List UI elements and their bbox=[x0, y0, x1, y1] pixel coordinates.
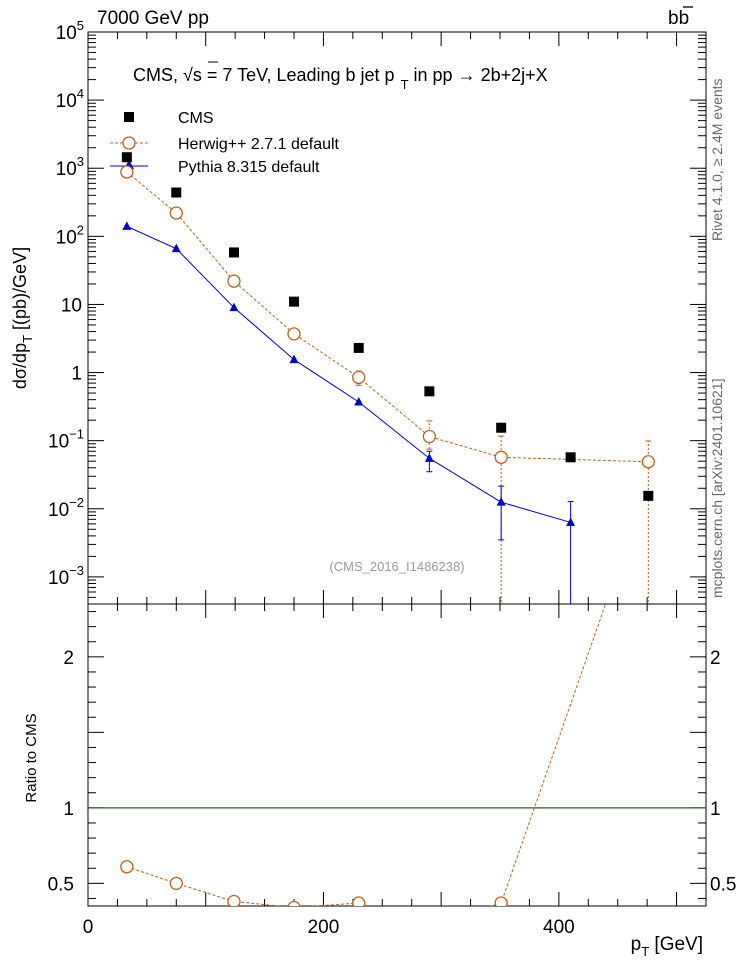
herwig-point bbox=[227, 274, 241, 288]
herwig-ratio-line bbox=[126, 604, 607, 906]
cms-point bbox=[228, 247, 239, 258]
main-y-axis-label: dσ/dpT [(pb)/GeV] bbox=[10, 247, 35, 389]
main-y-tick-label: 10−2 bbox=[48, 495, 84, 521]
header-left-label: 7000 GeV pp bbox=[97, 8, 209, 29]
pythia-point bbox=[566, 517, 576, 526]
pythia-series-line bbox=[126, 225, 571, 523]
header-right-label: bb bbox=[668, 8, 689, 29]
ratio-data-layer bbox=[88, 604, 706, 947]
pythia-point bbox=[496, 497, 506, 506]
herwig-point bbox=[494, 450, 508, 464]
main-data-layer bbox=[120, 152, 655, 604]
pythia-point bbox=[229, 302, 239, 312]
analysis-watermark: (CMS_2016_I1486238) bbox=[329, 559, 464, 574]
herwig-ratio-point bbox=[423, 920, 435, 932]
cms-point bbox=[171, 187, 182, 198]
ratio-plot-frame bbox=[87, 603, 707, 907]
herwig-point bbox=[120, 165, 134, 179]
legend-marker-herwig bbox=[122, 136, 136, 150]
herwig-series-line bbox=[126, 171, 649, 463]
main-y-tick-label: 10−1 bbox=[48, 427, 84, 453]
herwig-point bbox=[422, 429, 437, 444]
cms-point bbox=[353, 342, 364, 353]
cms-point bbox=[643, 490, 654, 501]
main-y-tick-label: 103 bbox=[56, 154, 84, 180]
herwig-ratio-point bbox=[227, 894, 241, 906]
pythia-point bbox=[289, 354, 299, 364]
ratio-y-tick-label: 1 bbox=[63, 799, 74, 820]
main-y-tick-label: 1 bbox=[71, 364, 82, 385]
pythia-point bbox=[424, 453, 434, 462]
pythia-ratio-line bbox=[127, 935, 571, 947]
ratio-x-axis: 0 200 400 bbox=[83, 604, 707, 938]
pythia-point bbox=[354, 396, 364, 406]
herwig-ratio-point bbox=[169, 876, 183, 890]
herwig-ratio-point bbox=[120, 860, 134, 874]
ratio-y-tick-label: 0.5 bbox=[48, 874, 74, 895]
cms-point bbox=[289, 296, 299, 307]
herwig-point bbox=[641, 455, 655, 469]
x-tick-label: 200 bbox=[308, 917, 340, 938]
main-y-tick-label: 105 bbox=[56, 18, 84, 44]
main-x-axis bbox=[87, 32, 707, 604]
legend-label-herwig: Herwig++ 2.7.1 default bbox=[178, 136, 340, 153]
legend-marker-cms bbox=[124, 112, 134, 122]
x-axis-label: pT [GeV] bbox=[631, 934, 703, 959]
side-label-rivet: Rivet 4.1.0, ≥ 2.4M events bbox=[709, 78, 725, 241]
herwig-ratio-point bbox=[287, 900, 301, 906]
ratio-y-tick-label-right: 2 bbox=[710, 648, 721, 669]
header-right-bar: b bbox=[679, 8, 690, 29]
ratio-y-tick-label: 2 bbox=[63, 648, 74, 669]
ratio-y-axis: 0.5 0.5 1 1 2 2 bbox=[48, 611, 736, 899]
main-y-axis: 10−3 10−2 10−1 1 10 102 103 104 105 bbox=[48, 18, 706, 605]
legend-label-pythia: Pythia 8.315 default bbox=[178, 159, 320, 176]
ratio-y-tick-label-right: 0.5 bbox=[710, 874, 736, 895]
herwig-point bbox=[287, 327, 301, 341]
herwig-point bbox=[169, 206, 183, 220]
ratio-y-tick-label-right: 1 bbox=[710, 799, 721, 820]
ratio-y-axis-label: Ratio to CMS bbox=[23, 713, 40, 802]
cms-point bbox=[565, 452, 576, 463]
legend: CMS Herwig++ 2.7.1 default Pythia 8.315 … bbox=[110, 110, 340, 176]
x-tick-label: 400 bbox=[543, 917, 575, 938]
x-tick-label: 0 bbox=[83, 917, 94, 938]
herwig-ratio-point bbox=[494, 896, 508, 906]
legend-label-cms: CMS bbox=[178, 110, 214, 127]
pythia-point bbox=[171, 243, 181, 253]
cms-point bbox=[121, 152, 132, 163]
pythia-point bbox=[122, 221, 132, 230]
main-y-tick-label: 10−3 bbox=[48, 563, 84, 589]
side-label-mcplots: mcplots.cern.ch [arXiv:2401.10621] bbox=[709, 379, 725, 598]
herwig-ratio-point bbox=[352, 896, 366, 906]
herwig-point bbox=[352, 370, 366, 385]
main-y-tick-label: 104 bbox=[56, 86, 84, 112]
main-y-tick-label: 102 bbox=[56, 222, 84, 248]
main-y-tick-label: 10 bbox=[61, 295, 82, 316]
cms-point bbox=[496, 422, 507, 433]
cms-point bbox=[424, 386, 435, 397]
